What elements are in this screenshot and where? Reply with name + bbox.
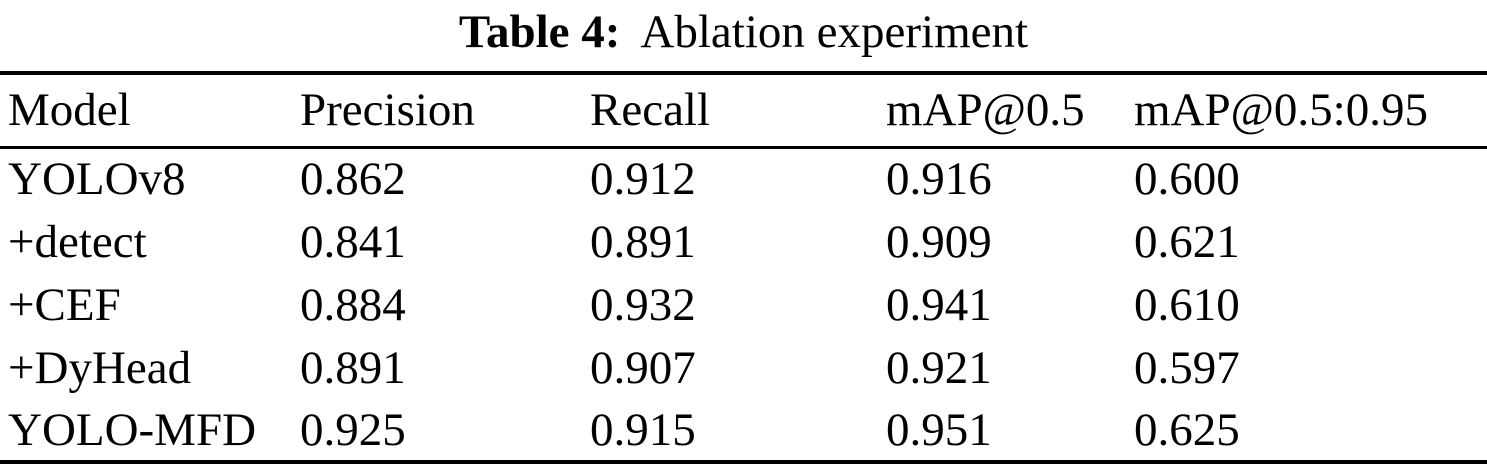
ablation-table: Model Precision Recall mAP@0.5 mAP@0.5:0… xyxy=(0,71,1487,464)
column-header-model: Model xyxy=(8,84,131,137)
cell-precision: 0.891 xyxy=(300,341,406,394)
cell-model: YOLO-MFD xyxy=(8,403,257,456)
cell-recall: 0.932 xyxy=(590,278,696,331)
table-row: YOLOv8 0.862 0.912 0.916 0.600 xyxy=(0,147,1487,210)
cell-model: +CEF xyxy=(8,278,121,331)
table-header-row: Model Precision Recall mAP@0.5 mAP@0.5:0… xyxy=(0,73,1487,147)
cell-recall: 0.907 xyxy=(590,341,696,394)
cell-recall: 0.891 xyxy=(590,215,696,268)
cell-model: +detect xyxy=(8,215,147,268)
column-header-recall: Recall xyxy=(590,84,711,137)
cell-model: +DyHead xyxy=(8,341,192,394)
cell-map50: 0.916 xyxy=(886,153,992,206)
table-row: +CEF 0.884 0.932 0.941 0.610 xyxy=(0,273,1487,336)
cell-precision: 0.884 xyxy=(300,278,406,331)
cell-map50: 0.921 xyxy=(886,341,992,394)
cell-recall: 0.912 xyxy=(590,153,696,206)
cell-map50-95: 0.610 xyxy=(1134,278,1240,331)
cell-map50: 0.941 xyxy=(886,278,992,331)
table-row: YOLO-MFD 0.925 0.915 0.951 0.625 xyxy=(0,399,1487,462)
column-header-precision: Precision xyxy=(300,84,475,137)
cell-precision: 0.925 xyxy=(300,403,406,456)
column-header-map50: mAP@0.5 xyxy=(886,84,1085,137)
table-caption: Table 4: Ablation experiment xyxy=(0,0,1487,71)
cell-precision: 0.862 xyxy=(300,153,406,206)
cell-map50: 0.909 xyxy=(886,215,992,268)
table-row: +detect 0.841 0.891 0.909 0.621 xyxy=(0,210,1487,273)
cell-recall: 0.915 xyxy=(590,403,696,456)
table-caption-text: Ablation experiment xyxy=(640,6,1029,58)
cell-map50: 0.951 xyxy=(886,403,992,456)
cell-map50-95: 0.597 xyxy=(1134,341,1240,394)
cell-model: YOLOv8 xyxy=(8,153,186,206)
table-row: +DyHead 0.891 0.907 0.921 0.597 xyxy=(0,336,1487,399)
cell-map50-95: 0.600 xyxy=(1134,153,1240,206)
cell-map50-95: 0.625 xyxy=(1134,403,1240,456)
cell-map50-95: 0.621 xyxy=(1134,215,1240,268)
table-caption-label: Table 4: xyxy=(458,6,621,58)
cell-precision: 0.841 xyxy=(300,215,406,268)
column-header-map50-95: mAP@0.5:0.95 xyxy=(1134,84,1428,137)
